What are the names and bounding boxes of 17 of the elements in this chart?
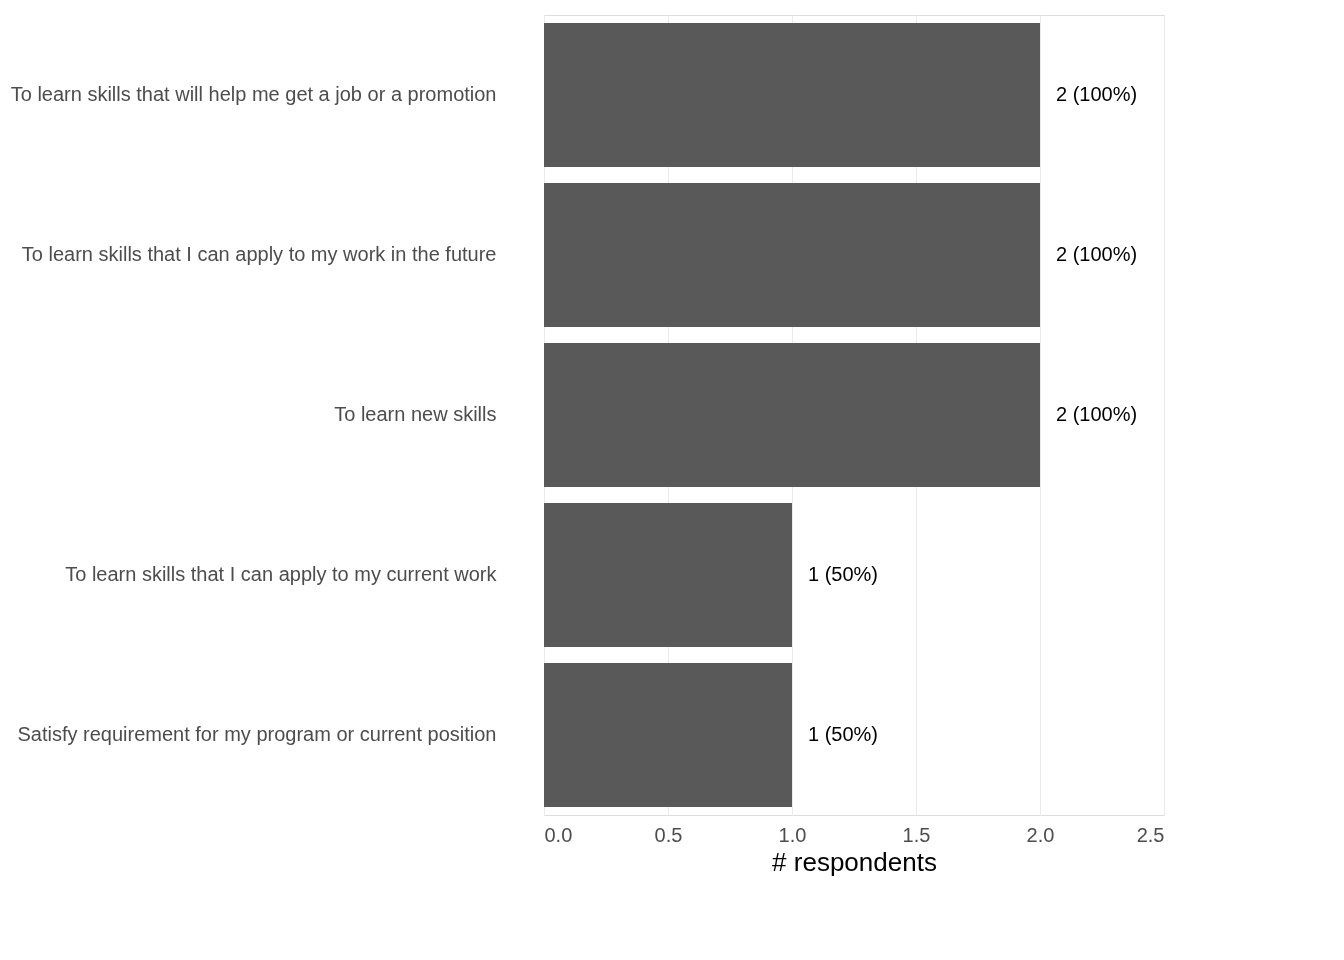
y-tick-label: Satisfy requirement for my program or current position [17,723,497,745]
y-tick-label: To learn skills that I can apply to my current work [65,563,498,585]
y-tick-label: To learn skills that will help me get a job or a promotion [10,83,497,105]
data-label: 1 (50%) [808,723,879,745]
x-axis-title: # respondents [772,846,937,877]
data-label: 2 (100%) [1056,83,1138,105]
y-tick-label: To learn skills that I can apply to my work in the future [21,243,497,265]
x-tick-label: 0.5 [654,823,683,846]
x-tick-label: 1.0 [778,823,807,846]
data-label: 2 (100%) [1056,243,1138,265]
data-label: 1 (50%) [808,563,879,585]
x-tick-label: 0.0 [544,823,573,846]
x-tick-label: 2.5 [1136,823,1165,846]
x-tick-label: 1.5 [902,823,931,846]
data-label: 2 (100%) [1056,403,1138,425]
y-tick-label: To learn new skills [334,403,497,425]
x-tick-label: 2.0 [1026,823,1055,846]
